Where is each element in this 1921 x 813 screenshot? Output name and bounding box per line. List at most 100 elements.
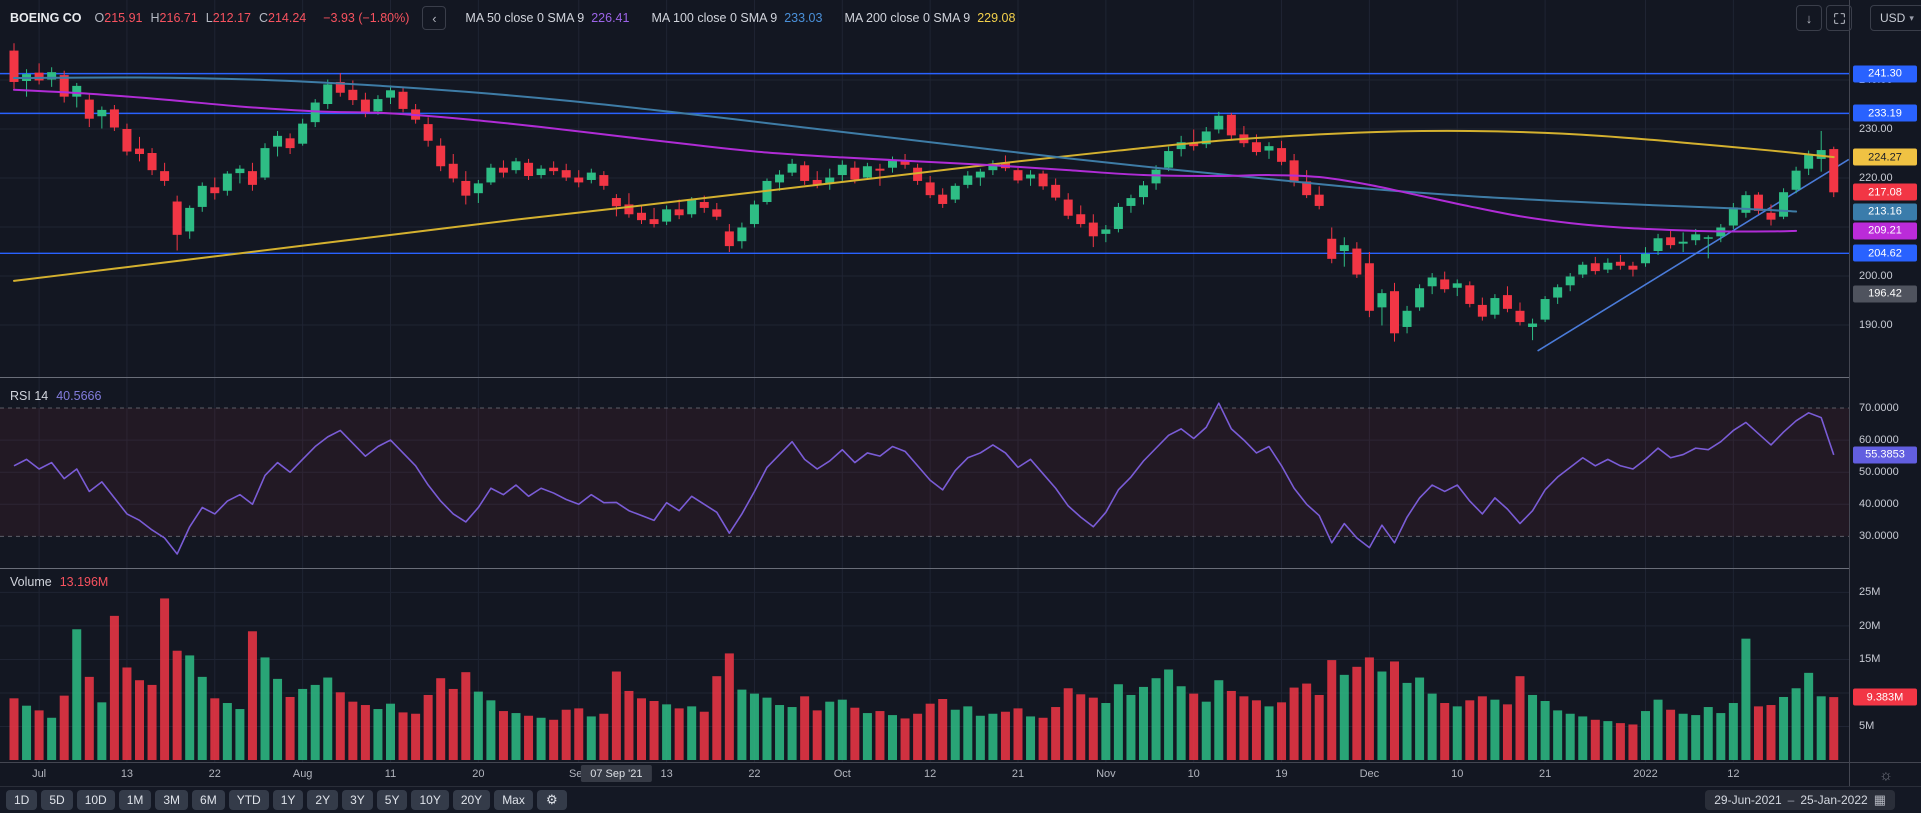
collapse-legend-button[interactable]: ‹ bbox=[422, 6, 447, 30]
price-tick: 230.00 bbox=[1859, 123, 1893, 135]
change-value: −3.93 (−1.80%) bbox=[323, 11, 410, 25]
crosshair-date-badge: 07 Sep '21 bbox=[581, 765, 652, 782]
range-button-10y[interactable]: 10Y bbox=[411, 790, 449, 810]
range-buttons: 1D 5D 10D 1M 3M 6M YTD 1Y 2Y 3Y 5Y 10Y 20Y Max bbox=[6, 790, 537, 810]
time-tick: 10 bbox=[1187, 768, 1200, 780]
range-button-2y[interactable]: 2Y bbox=[307, 790, 339, 810]
time-tick: 13 bbox=[660, 768, 673, 780]
time-tick: Oct bbox=[833, 768, 851, 780]
rsi-tick: 30.0000 bbox=[1859, 530, 1899, 543]
range-button-20y[interactable]: 20Y bbox=[452, 790, 491, 810]
indicator-legend-row: MA 50 close 0 SMA 9 226.41 MA 100 close 0 … bbox=[459, 11, 1015, 25]
range-button-3y[interactable]: 3Y bbox=[342, 790, 373, 810]
price-tick: 200.00 bbox=[1859, 270, 1893, 282]
fullscreen-icon bbox=[1833, 12, 1845, 24]
time-tick: 21 bbox=[1538, 768, 1552, 780]
price-scale[interactable]: 240.00230.00220.00200.00190.0070.000060.… bbox=[1849, 0, 1921, 762]
range-button-5y[interactable]: 5Y bbox=[376, 790, 408, 810]
price-axis-label: 241.30 bbox=[1853, 65, 1917, 83]
indicator-value: 233.03 bbox=[784, 11, 823, 25]
volume-tick: 20M bbox=[1859, 619, 1881, 632]
chart-settings-button[interactable]: ⚙ bbox=[536, 790, 567, 810]
sun-icon: ☼ bbox=[1879, 766, 1893, 784]
time-tick: Jul bbox=[32, 768, 47, 780]
rsi-tick: 40.0000 bbox=[1859, 498, 1899, 511]
ohlc-values: O215.91 H216.71 L212.17 C214.24 bbox=[95, 11, 315, 25]
price-axis-label: 224.27 bbox=[1853, 148, 1917, 166]
time-tick: 19 bbox=[1275, 768, 1288, 780]
pane-separator[interactable] bbox=[0, 568, 1921, 569]
date-from: 29-Jun-2021 bbox=[1714, 793, 1782, 807]
time-tick: 22 bbox=[748, 768, 761, 780]
chart-plot[interactable] bbox=[0, 0, 1850, 762]
price-axis-label: 209.21 bbox=[1853, 222, 1917, 240]
range-button-1d[interactable]: 1D bbox=[6, 790, 38, 810]
time-scale[interactable]: Jul 13 22 Aug 11 20 Sep 13 22 Oct 12 21 Nov 10 19 Dec 10… bbox=[0, 762, 1849, 787]
volume-tick: 25M bbox=[1859, 586, 1881, 599]
volume-pane-legend: Volume 13.196M bbox=[10, 575, 108, 589]
date-to: 25-Jan-2022 bbox=[1800, 793, 1868, 807]
time-axis-settings-corner[interactable]: ☼ bbox=[1849, 762, 1921, 787]
calendar-icon: ▦ bbox=[1873, 792, 1886, 807]
rsi-pane-legend: RSI 14 40.5666 bbox=[10, 389, 101, 403]
price-axis-label: 217.08 bbox=[1853, 183, 1917, 201]
ohlc-item: C214.24 bbox=[258, 11, 307, 25]
time-tick: 22 bbox=[208, 768, 221, 780]
rsi-tick: 60.0000 bbox=[1859, 434, 1899, 447]
range-button-6m[interactable]: 6M bbox=[192, 790, 225, 810]
rsi-tick: 70.0000 bbox=[1859, 402, 1899, 414]
indicator-legend[interactable]: MA 100 close 0 SMA 9 233.03 bbox=[651, 11, 822, 25]
range-button-5d[interactable]: 5D bbox=[41, 790, 73, 810]
range-button-1m[interactable]: 1M bbox=[118, 790, 152, 810]
scroll-to-latest-button[interactable]: ↓ bbox=[1796, 5, 1822, 31]
price-axis-label: 213.16 bbox=[1853, 203, 1917, 221]
range-button-3m[interactable]: 3M bbox=[155, 790, 189, 810]
chart-canvas[interactable] bbox=[0, 0, 1850, 762]
currency-label: USD bbox=[1880, 11, 1906, 25]
pane-separator[interactable] bbox=[0, 377, 1921, 378]
date-separator: – bbox=[1787, 793, 1795, 807]
range-button-max[interactable]: Max bbox=[494, 790, 533, 810]
range-button-10d[interactable]: 10D bbox=[76, 790, 115, 810]
indicator-legend[interactable]: MA 50 close 0 SMA 9 226.41 bbox=[465, 11, 629, 25]
time-tick: Aug bbox=[292, 768, 313, 780]
indicator-value: 226.41 bbox=[591, 11, 630, 25]
bottom-toolbar: 1D 5D 10D 1M 3M 6M YTD 1Y 2Y 3Y 5Y 10Y 20Y Max ⚙ 29-J… bbox=[0, 786, 1921, 813]
time-tick: 21 bbox=[1011, 768, 1025, 780]
ohlc-item: O215.91 bbox=[94, 11, 143, 25]
indicator-value: 229.08 bbox=[977, 11, 1016, 25]
range-button-1y[interactable]: 1Y bbox=[272, 790, 304, 810]
rsi-title: RSI 14 bbox=[10, 389, 49, 403]
volume-tick: 5M bbox=[1859, 720, 1875, 733]
indicator-label: MA 50 close 0 SMA 9 bbox=[465, 11, 585, 25]
price-axis-label: 196.42 bbox=[1853, 285, 1917, 303]
time-tick: 2022 bbox=[1633, 768, 1658, 780]
symbol-title[interactable]: BOEING CO bbox=[10, 11, 82, 25]
currency-dropdown[interactable]: USD ▾ bbox=[1870, 5, 1921, 31]
price-axis-label: 233.19 bbox=[1853, 104, 1917, 122]
price-tick: 190.00 bbox=[1859, 319, 1893, 331]
top-right-controls: ↓ USD ▾ bbox=[1794, 5, 1921, 31]
price-axis-label: 204.62 bbox=[1853, 244, 1917, 262]
time-tick: Nov bbox=[1096, 768, 1116, 780]
rsi-axis-label: 55.3853 bbox=[1853, 446, 1917, 464]
volume-title: Volume bbox=[10, 575, 52, 589]
price-tick: 220.00 bbox=[1859, 172, 1893, 184]
rsi-tick: 50.0000 bbox=[1859, 466, 1899, 479]
ohlc-item: H216.71 bbox=[150, 11, 198, 25]
range-button-ytd[interactable]: YTD bbox=[228, 790, 269, 810]
time-tick: 20 bbox=[472, 768, 485, 780]
indicator-label: MA 200 close 0 SMA 9 bbox=[844, 11, 971, 25]
time-tick: 10 bbox=[1451, 768, 1464, 780]
time-tick: Dec bbox=[1359, 768, 1380, 780]
indicator-legend[interactable]: MA 200 close 0 SMA 9 229.08 bbox=[844, 11, 1015, 25]
volume-axis-label: 9.383M bbox=[1853, 688, 1917, 706]
ohlc-item: L212.17 bbox=[205, 11, 251, 25]
volume-value: 13.196M bbox=[59, 575, 109, 589]
chart-legend: BOEING CO O215.91 H216.71 L212.17 C214.24 −… bbox=[10, 6, 1015, 30]
fullscreen-button[interactable] bbox=[1826, 5, 1852, 31]
time-tick: 12 bbox=[1727, 768, 1740, 780]
indicator-label: MA 100 close 0 SMA 9 bbox=[651, 11, 778, 25]
date-range-selector[interactable]: 29-Jun-2021 – 25-Jan-2022 ▦ bbox=[1705, 790, 1895, 810]
